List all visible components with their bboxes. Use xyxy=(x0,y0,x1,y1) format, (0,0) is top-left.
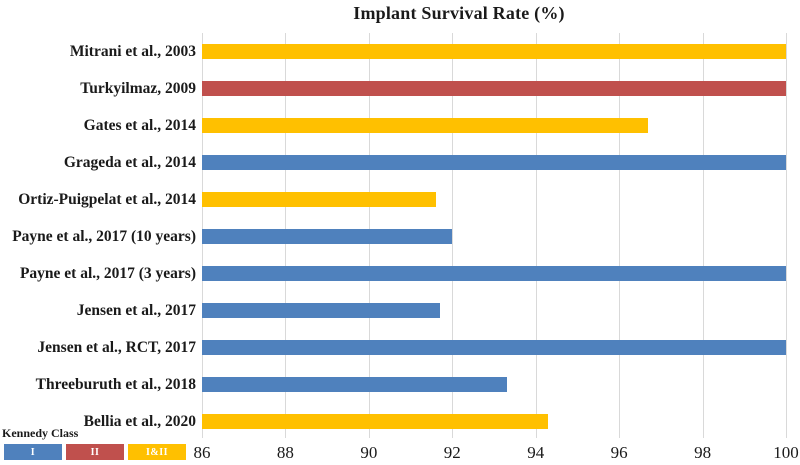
category-label: Payne et al., 2017 (3 years) xyxy=(19,265,196,282)
bar xyxy=(202,303,440,318)
bar xyxy=(202,118,649,133)
gridline xyxy=(619,33,621,438)
bar xyxy=(202,414,549,429)
chart-title: Implant Survival Rate (%) xyxy=(353,3,565,23)
bar xyxy=(202,229,453,244)
category-label: Bellia et al., 2020 xyxy=(83,413,196,430)
bar-row xyxy=(202,70,786,107)
gridline xyxy=(535,33,537,438)
x-tick-label: 94 xyxy=(527,443,545,462)
gridline xyxy=(786,33,787,438)
bar xyxy=(202,155,786,170)
bar xyxy=(202,377,507,392)
legend-swatch-label: I&II xyxy=(145,446,168,458)
bar xyxy=(202,81,786,96)
bar xyxy=(202,192,436,207)
x-tick-label: 100 xyxy=(773,443,799,462)
bar-row xyxy=(202,403,786,440)
bar-row xyxy=(202,107,786,144)
category-label: Mitrani et al., 2003 xyxy=(69,43,196,60)
legend-swatch: I xyxy=(4,444,62,460)
bar xyxy=(202,340,786,355)
category-axis: Mitrani et al., 2003 Turkyilmaz, 2009 Gate… xyxy=(0,33,196,440)
category-label: Jensen et al., 2017 xyxy=(76,302,196,319)
gridline xyxy=(452,33,454,438)
bar-row xyxy=(202,255,786,292)
x-tick-label: 92 xyxy=(443,443,461,462)
bar-row xyxy=(202,218,786,255)
category-label: Turkyilmaz, 2009 xyxy=(80,80,196,97)
bar-row xyxy=(202,181,786,218)
x-tick-label: 88 xyxy=(276,443,294,462)
category-label: Gates et al., 2014 xyxy=(83,117,196,134)
x-tick-label: 86 xyxy=(193,443,211,462)
bar-row xyxy=(202,33,786,70)
category-label: Jensen et al., RCT, 2017 xyxy=(37,339,196,356)
x-tick-label: 90 xyxy=(360,443,378,462)
bar-row xyxy=(202,329,786,366)
legend-title: Kennedy Class xyxy=(2,426,79,440)
bar-row xyxy=(202,366,786,403)
category-label: Ortiz-Puigpelat et al., 2014 xyxy=(18,191,196,208)
plot-area xyxy=(202,33,787,440)
bar-rows xyxy=(202,33,786,440)
bar-row xyxy=(202,292,786,329)
x-tick-label: 96 xyxy=(610,443,628,462)
category-label: Threeburuth et al., 2018 xyxy=(35,376,196,393)
legend: I II I&II xyxy=(4,444,186,460)
x-axis: 86 88 90 92 94 96 98 100 xyxy=(194,443,799,465)
category-label: Payne et al., 2017 (10 years) xyxy=(12,228,196,245)
x-tick-label: 98 xyxy=(694,443,712,462)
legend-swatch-label: I xyxy=(30,446,36,458)
gridline xyxy=(702,33,704,438)
legend-swatch: I&II xyxy=(128,444,186,460)
category-label: Grageda et al., 2014 xyxy=(63,154,196,171)
legend-swatch: II xyxy=(66,444,124,460)
legend-swatch-label: II xyxy=(90,446,100,458)
bar-row xyxy=(202,144,786,181)
bar xyxy=(202,266,786,281)
bar xyxy=(202,44,786,59)
